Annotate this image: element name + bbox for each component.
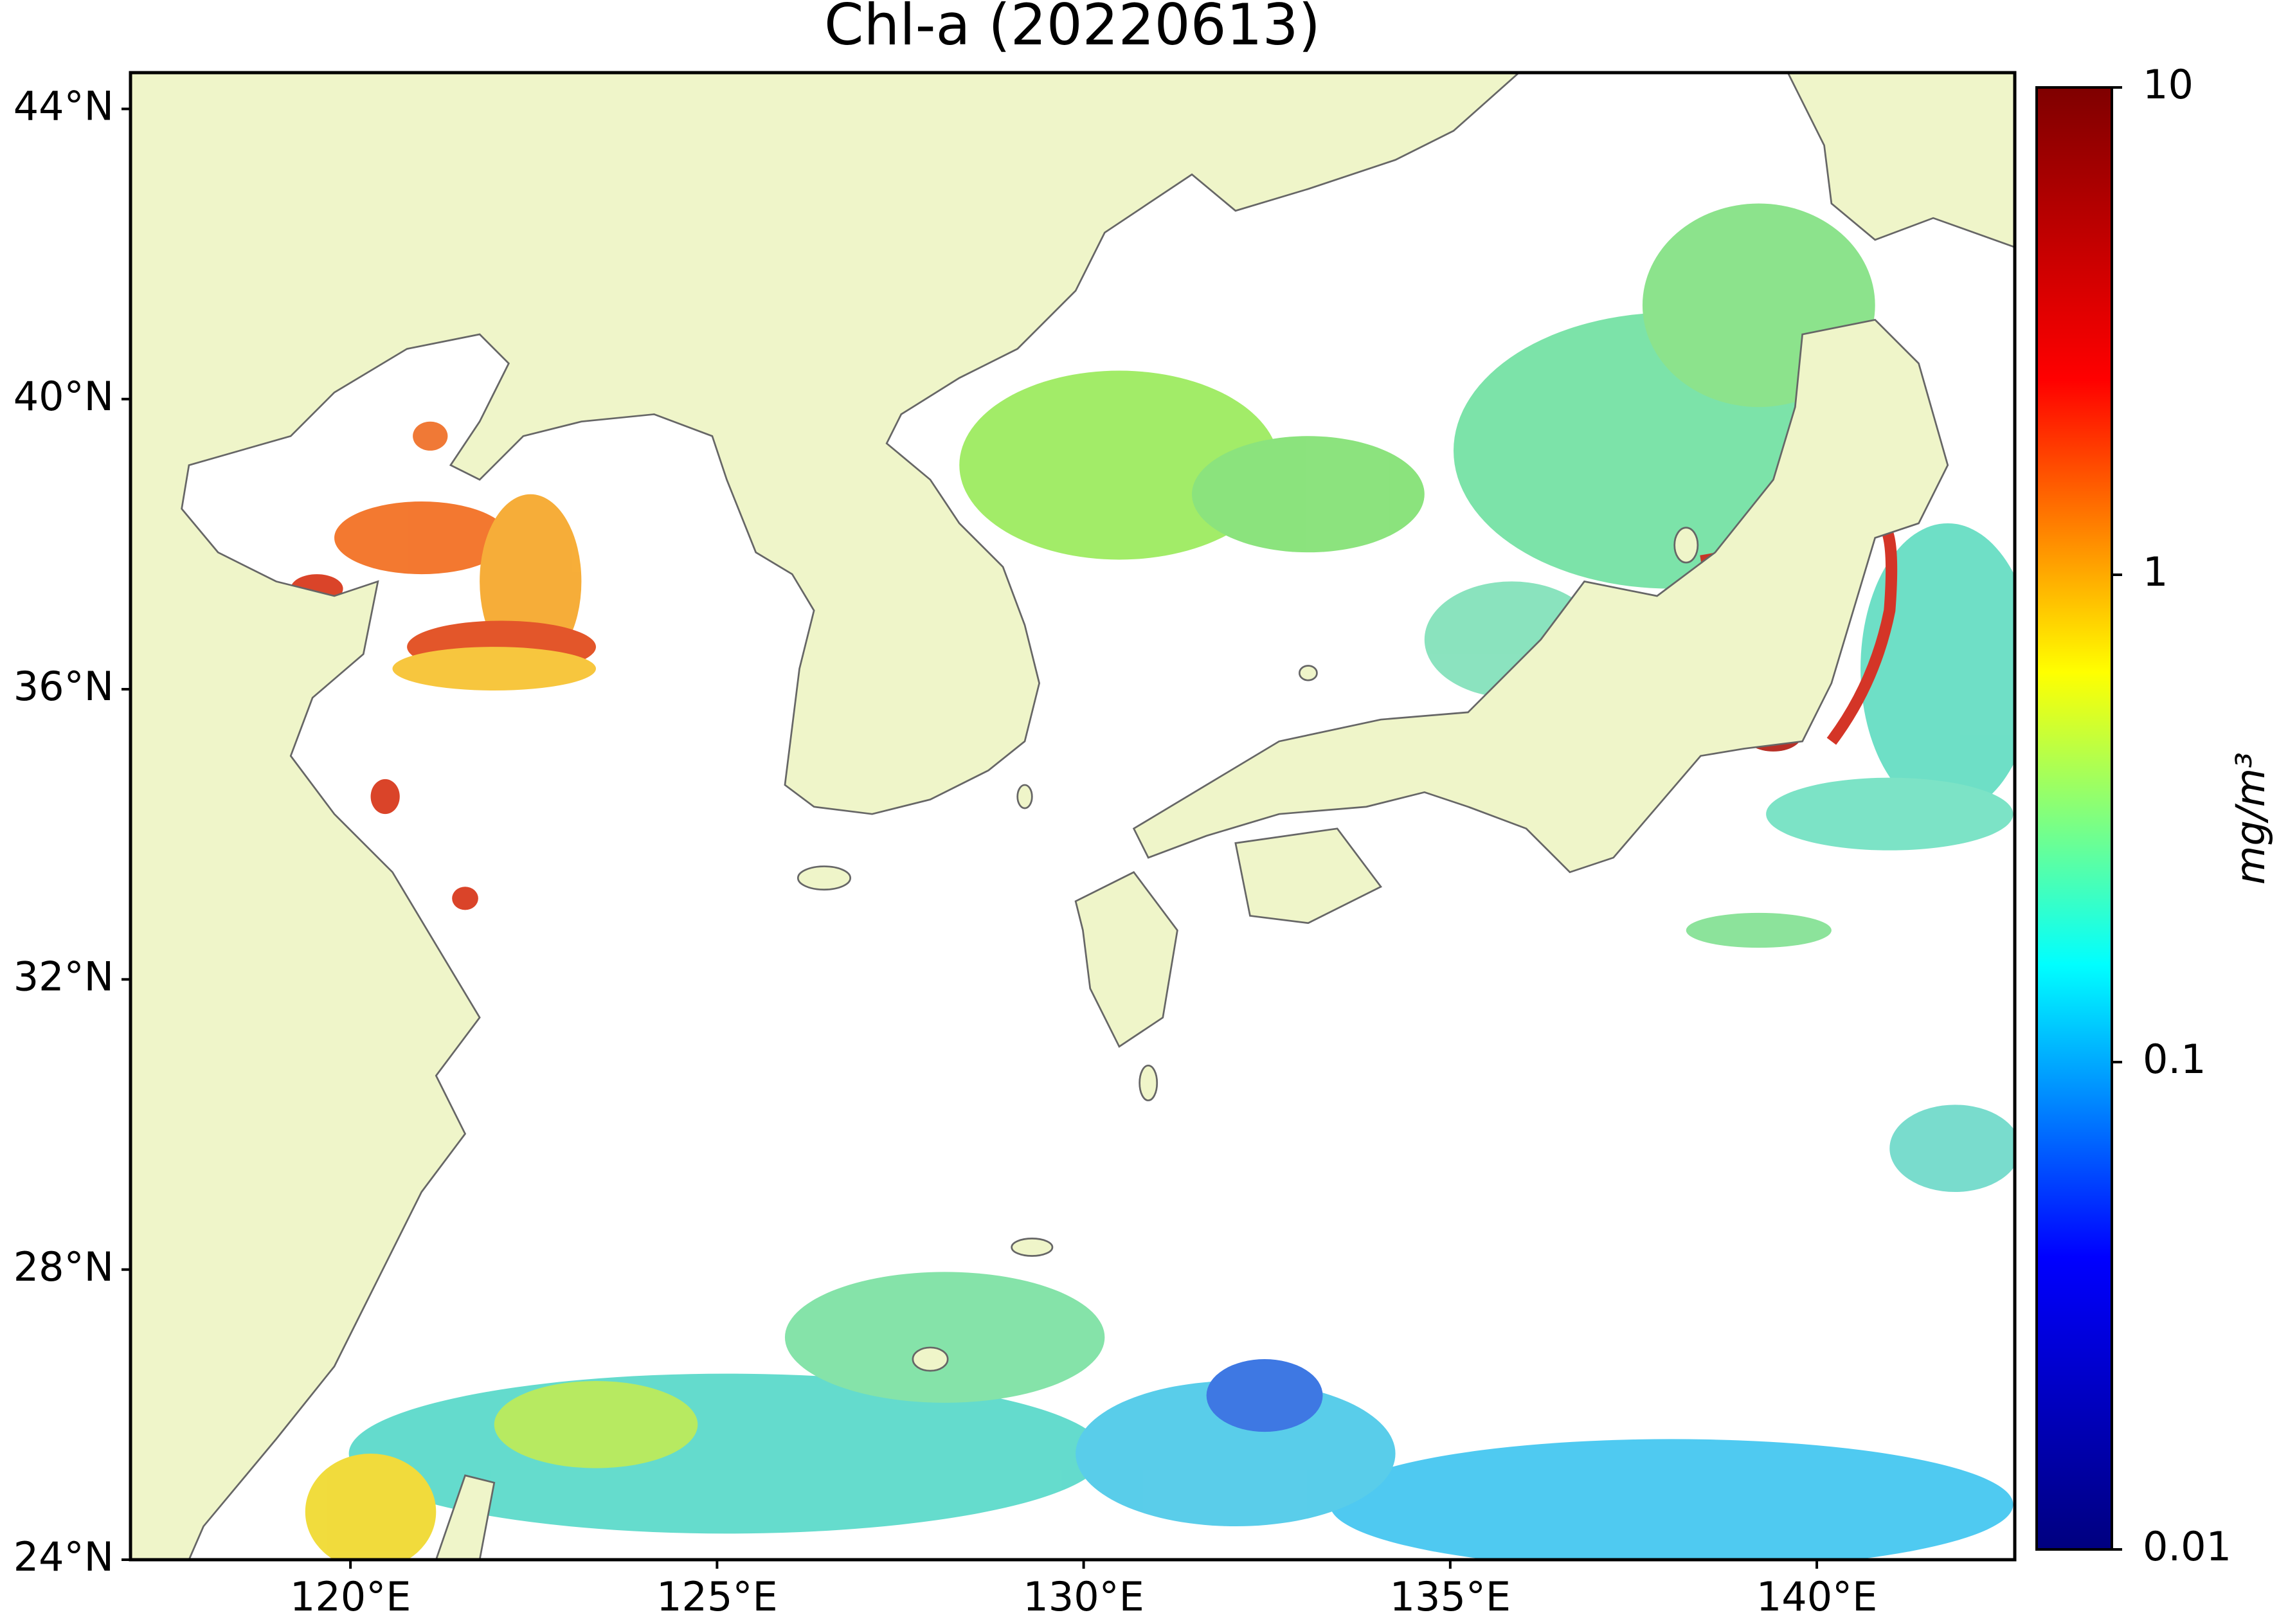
colorbar-tick-label: 1 [2143, 548, 2168, 595]
land [131, 73, 2015, 1560]
colorbar-tick-label: 0.01 [2143, 1523, 2231, 1570]
colorbar [2035, 86, 2113, 1551]
y-tick-label: 40°N [14, 373, 114, 420]
colorbar-label: mg/m³ [2227, 752, 2274, 885]
x-tick-label: 120°E [290, 1573, 411, 1620]
map-frame [129, 71, 2017, 1562]
colorbar-tick-label: 0.1 [2143, 1036, 2206, 1083]
y-tick-label: 32°N [14, 953, 114, 1000]
x-tick-label: 140°E [1756, 1573, 1878, 1620]
x-tick-label: 130°E [1023, 1573, 1144, 1620]
y-tick-label: 36°N [14, 663, 114, 710]
colorbar-tick-label: 10 [2143, 61, 2193, 108]
y-tick-label: 28°N [14, 1243, 114, 1290]
y-tick-label: 44°N [14, 83, 114, 130]
x-tick-label: 125°E [656, 1573, 778, 1620]
y-tick-label: 24°N [14, 1533, 114, 1580]
map-title: Chl-a (20220613) [824, 0, 1320, 58]
map-area [131, 73, 2015, 1560]
x-tick-label: 135°E [1390, 1573, 1511, 1620]
